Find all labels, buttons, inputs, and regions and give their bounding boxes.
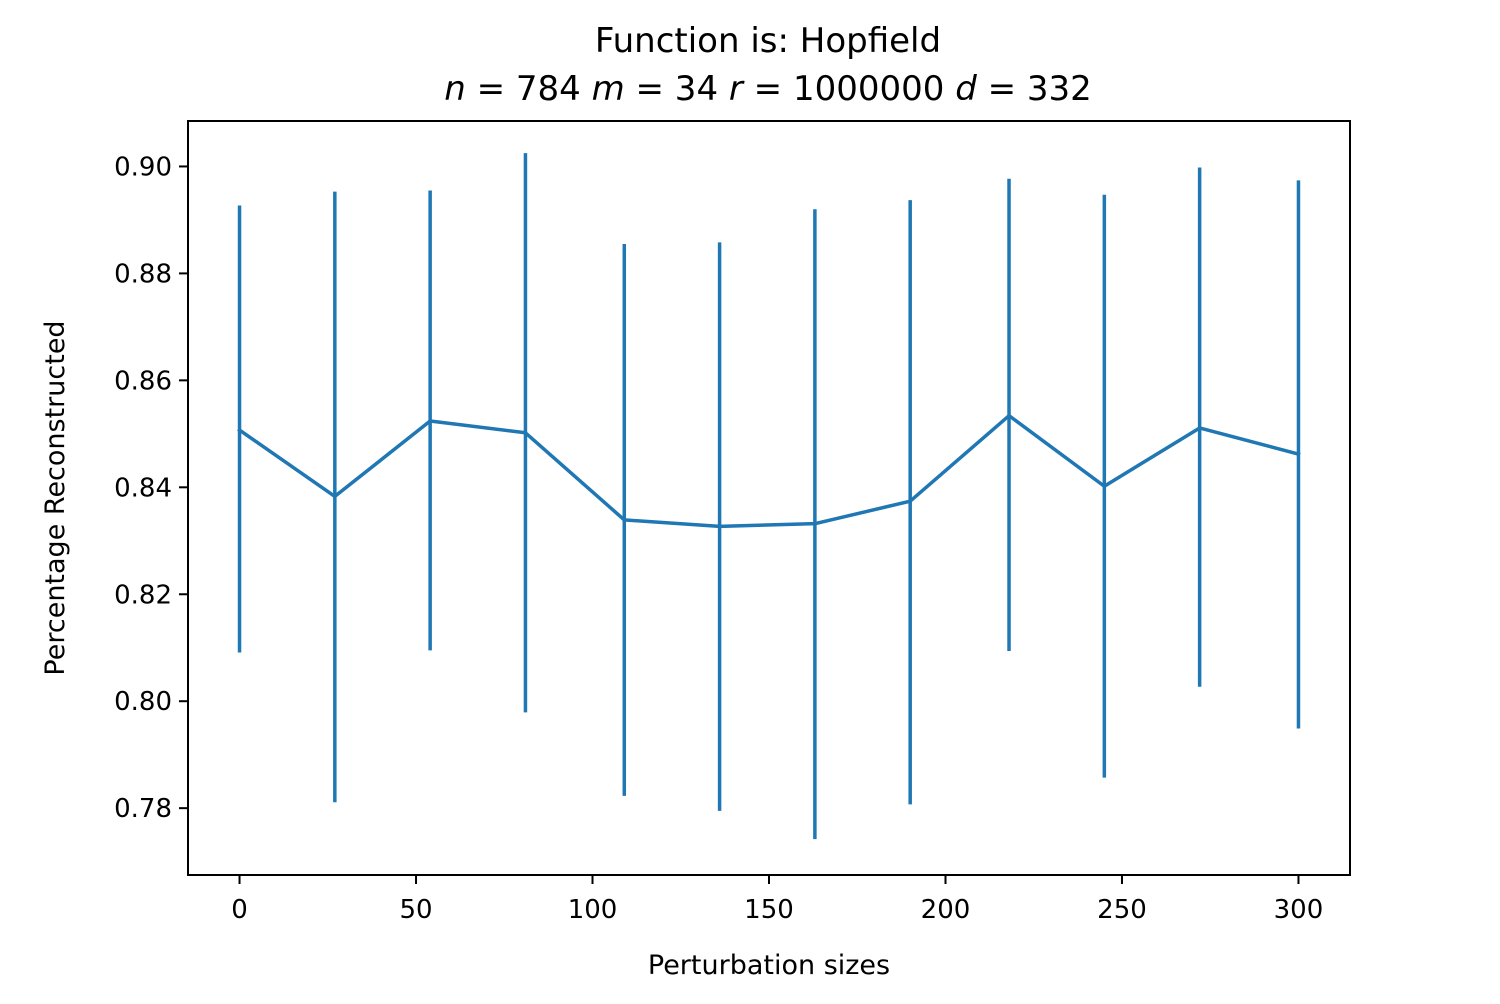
series-lines: [240, 416, 1299, 527]
subtitle-var-m: m: [581, 69, 625, 109]
x-tick-label-4: 200: [921, 895, 971, 925]
subtitle-var-r: r: [718, 69, 745, 109]
x-axis-label: Perturbation sizes: [648, 950, 890, 981]
subtitle-value-n: = 784: [466, 69, 581, 109]
x-tick-label-0: 0: [231, 895, 248, 925]
y-axis-label: Percentage Reconstructed: [40, 320, 71, 675]
x-tick-label-3: 150: [744, 895, 794, 925]
subtitle-value-m: = 34: [625, 69, 718, 109]
series-line-0: [240, 416, 1299, 527]
y-axis-ticks: 0.78 0.80 0.82 0.84 0.86 0.88 0.90: [114, 152, 188, 824]
subtitle-var-n: n: [444, 69, 466, 109]
subtitle-value-r: = 1000000: [743, 69, 945, 109]
y-tick-label-6: 0.90: [114, 152, 172, 182]
error-bars: [240, 153, 1299, 839]
subtitle-var-d: d: [944, 69, 977, 109]
y-tick-label-1: 0.80: [114, 687, 172, 717]
chart-subtitle: n = 784 m = 34 r = 1000000 d = 332: [444, 69, 1092, 109]
x-axis-ticks: 0 50 100 150 200 250 300: [231, 875, 1323, 925]
x-tick-label-5: 250: [1097, 895, 1147, 925]
x-tick-label-2: 100: [568, 895, 618, 925]
y-tick-label-3: 0.84: [114, 473, 172, 503]
y-tick-label-0: 0.78: [114, 794, 172, 824]
x-tick-label-1: 50: [399, 895, 432, 925]
plot-frame: [188, 121, 1350, 875]
y-tick-label-2: 0.82: [114, 580, 172, 610]
y-tick-label-4: 0.86: [114, 366, 172, 396]
y-tick-label-5: 0.88: [114, 259, 172, 289]
chart-title: Function is: Hopfield: [595, 21, 941, 61]
x-tick-label-6: 300: [1274, 895, 1324, 925]
subtitle-value-d: = 332: [977, 69, 1092, 109]
